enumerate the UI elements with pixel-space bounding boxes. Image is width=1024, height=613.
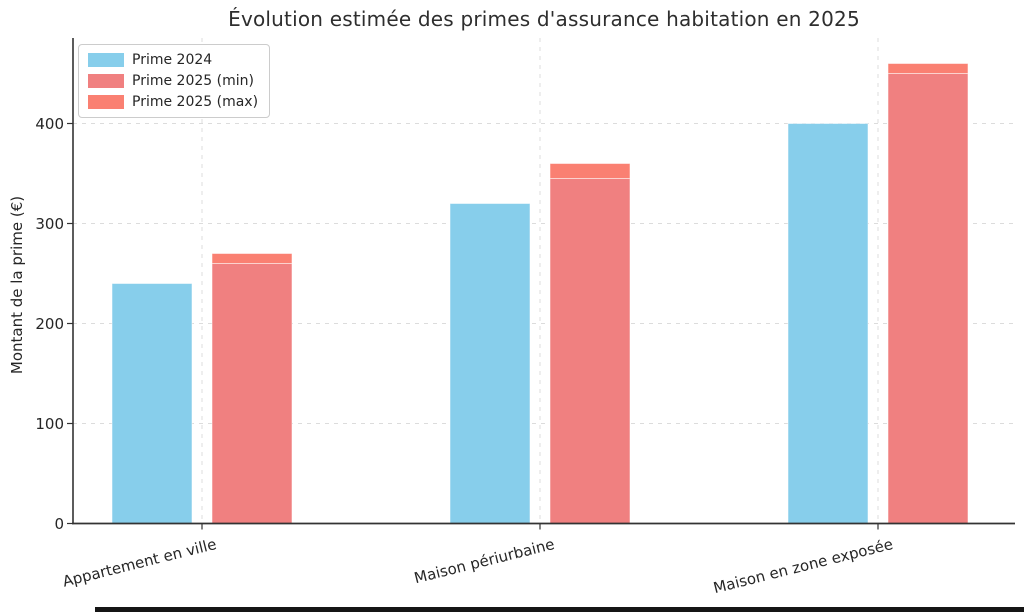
bar-prime-2025-min-cat0: [211, 263, 293, 524]
y-tick-label-200: 200: [35, 314, 64, 333]
legend-label: Prime 2025 (min): [132, 73, 254, 89]
y-tick-label-100: 100: [35, 414, 64, 433]
legend: Prime 2024 Prime 2025 (min) Prime 2025 (ma…: [78, 44, 271, 118]
bar-prime-2024-cat1: [449, 203, 531, 524]
legend-label: Prime 2025 (max): [132, 94, 259, 110]
bar-prime-2024-cat0: [111, 283, 193, 524]
legend-item-0: Prime 2024: [88, 52, 258, 68]
legend-label: Prime 2024: [132, 52, 213, 68]
chart-title: Évolution estimée des primes d'assurance…: [228, 7, 860, 31]
y-tick-label-400: 400: [35, 114, 64, 133]
y-tick-label-300: 300: [35, 214, 64, 233]
legend-swatch-icon: [88, 74, 124, 88]
bar-prime-2025-min-cat1: [549, 178, 631, 524]
bar-prime-2024-cat2: [787, 123, 869, 524]
bar-prime-2025-max-cap-cat0: [211, 253, 293, 264]
legend-swatch-icon: [88, 53, 124, 67]
legend-swatch-icon: [88, 95, 124, 109]
bar-prime-2025-min-cat2: [887, 73, 969, 524]
y-tick-label-0: 0: [54, 514, 64, 533]
legend-item-2: Prime 2025 (max): [88, 94, 258, 110]
bar-prime-2025-max-cap-cat2: [887, 63, 969, 74]
bar-prime-2025-max-cap-cat1: [549, 163, 631, 179]
window-edge-strip: [95, 607, 1024, 612]
legend-item-1: Prime 2025 (min): [88, 73, 258, 89]
